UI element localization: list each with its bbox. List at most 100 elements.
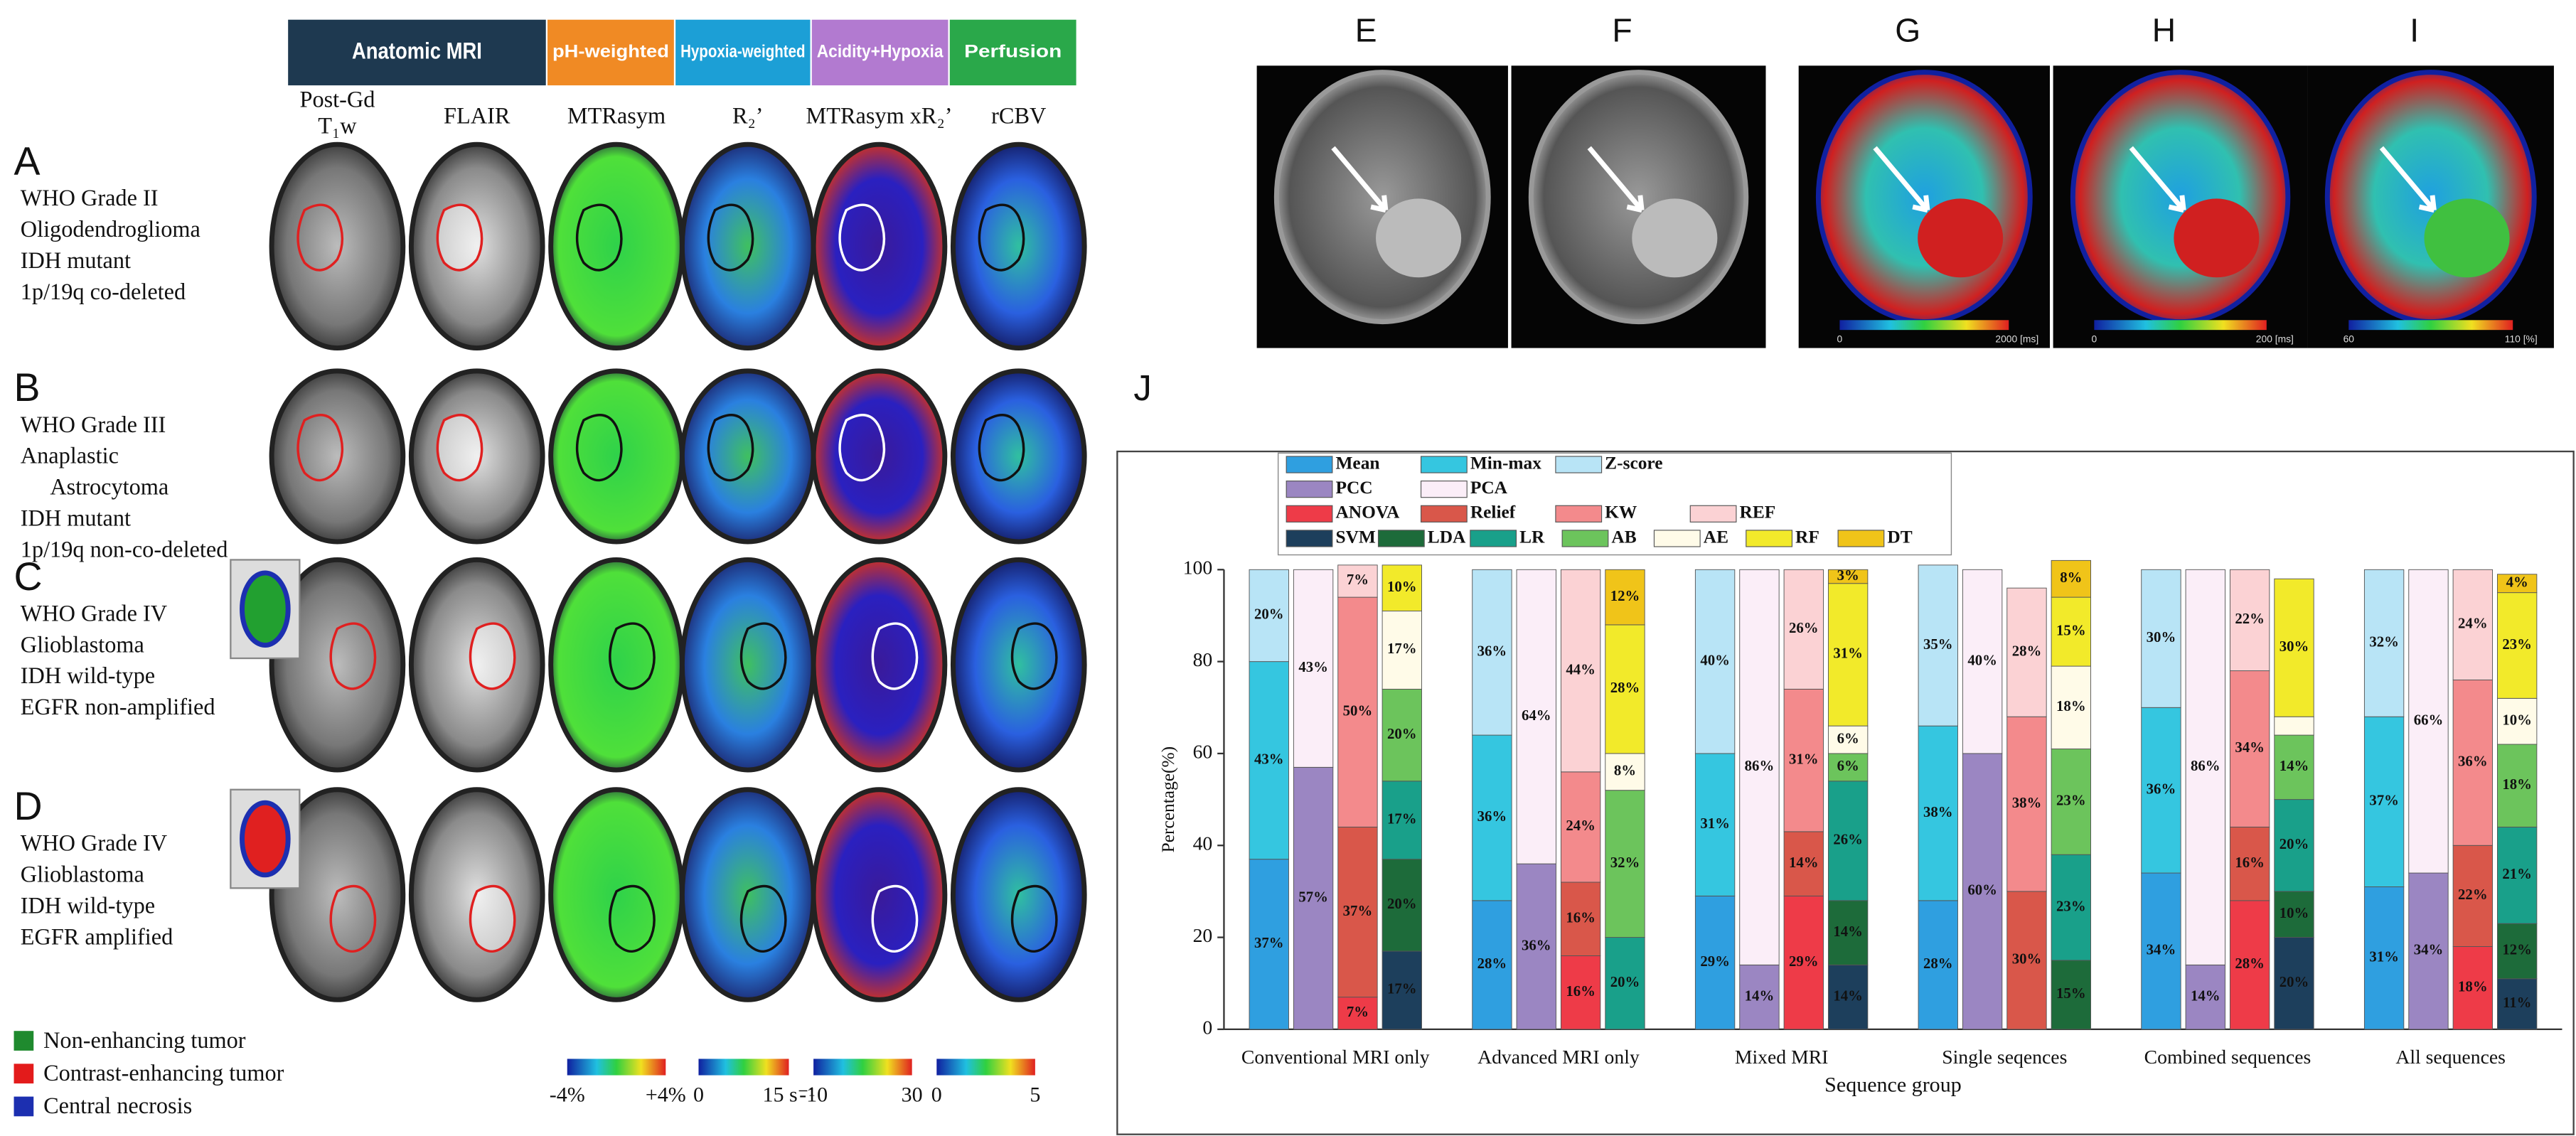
modality-label: Acidity+Hypoxia: [817, 42, 944, 62]
value-label: 36%: [1522, 937, 1551, 953]
tumor-contour: [707, 203, 754, 272]
bar-segment: [1918, 564, 1958, 727]
legend-swatch: [1286, 505, 1333, 523]
column-label: MTRasym: [567, 103, 666, 129]
value-label: 64%: [1522, 707, 1551, 724]
colorbar: [936, 1059, 1035, 1076]
tumor-contour: [838, 414, 886, 482]
value-label: 20%: [2280, 974, 2309, 990]
value-label: 14%: [1745, 987, 1775, 1004]
value-label: 7%: [1347, 1004, 1369, 1020]
value-label: 22%: [2235, 611, 2265, 627]
bar-segment: [1827, 753, 1869, 782]
legend-label: ANOVA: [1335, 503, 1399, 523]
legend-label: Z-score: [1605, 453, 1662, 473]
row-description: IDH mutant: [21, 247, 131, 273]
brain-slice: [269, 141, 406, 351]
row-description: WHO Grade III: [21, 412, 166, 437]
bar-segment: [2006, 716, 2047, 892]
y-axis-label: Percentage(%): [1158, 746, 1178, 852]
value-label: 4%: [2506, 574, 2528, 590]
brain-slice: [811, 787, 948, 1002]
arrow: [2379, 146, 2437, 213]
row-description: Oligodendroglioma: [21, 216, 201, 242]
lesion: [1918, 198, 2004, 278]
bar-segment: [2006, 587, 2047, 717]
value-label: 20%: [1254, 606, 1284, 623]
colorbar-label: 0: [693, 1083, 704, 1106]
legend-swatch: [1837, 530, 1885, 547]
brain-slice: [269, 787, 406, 1002]
legend-swatch: [1470, 530, 1517, 547]
value-label: 23%: [2502, 636, 2532, 653]
value-label: 20%: [1387, 726, 1417, 742]
value-label: 86%: [1745, 758, 1775, 774]
legend-label: PCC: [1335, 478, 1372, 498]
y-tick-label: 40: [1193, 832, 1213, 854]
legend-label: AE: [1704, 527, 1728, 547]
lesion: [2174, 198, 2260, 278]
modality-header: [675, 19, 811, 86]
row-description: 1p/19q non-co-deleted: [21, 536, 228, 562]
bar-segment: [1249, 661, 1289, 860]
value-label: 31%: [1700, 815, 1730, 832]
bar-segment: [2229, 826, 2270, 901]
bar-segment: [2185, 964, 2225, 1030]
colorbar-label: 200 [ms]: [2256, 333, 2294, 345]
bar-segment: [1827, 569, 1869, 584]
bar-segment: [1962, 753, 2003, 1030]
legend-label: Relief: [1470, 503, 1516, 523]
bar-segment: [2051, 749, 2091, 855]
brain-slice: [950, 557, 1087, 773]
legend-label: Non-enhancing tumor: [43, 1027, 246, 1053]
row-description: IDH wild-type: [21, 892, 155, 918]
bar-segment: [1516, 569, 1556, 864]
tumor-contour: [609, 622, 656, 690]
bar-segment: [1381, 950, 1422, 1030]
value-label: 10%: [2502, 712, 2532, 728]
x-tick-label: Advanced MRI only: [1477, 1046, 1640, 1068]
tumor-contour: [707, 414, 754, 482]
row-description: WHO Grade II: [21, 185, 159, 210]
tumor-contour: [329, 884, 377, 953]
column-label: FLAIR: [444, 103, 511, 129]
bar-segment: [1783, 569, 1824, 690]
bar-segment: [1605, 790, 1645, 938]
legend-swatch: [1555, 505, 1603, 523]
bar-segment: [1783, 831, 1824, 896]
y-tick-label: 60: [1193, 740, 1213, 762]
value-label: 17%: [1387, 641, 1417, 657]
legend-label: RF: [1795, 527, 1819, 547]
colorbar-label: 0: [1837, 333, 1843, 345]
bar-segment: [1962, 569, 2003, 754]
bar-segment: [2496, 978, 2538, 1030]
value-label: 14%: [1833, 987, 1863, 1004]
value-label: 15%: [2056, 622, 2086, 638]
legend-swatch: [1746, 530, 1793, 547]
brain-slice: [950, 368, 1087, 545]
bar-segment: [1827, 583, 1869, 727]
legend-label: Min-max: [1470, 453, 1541, 473]
brain-slice: [269, 368, 406, 545]
value-label: 10%: [2280, 905, 2309, 921]
bar-segment: [1739, 569, 1780, 965]
bar-segment: [2141, 569, 2181, 708]
colorbar-label: 0: [931, 1083, 942, 1106]
column-label: MTRasym xR₂’: [806, 103, 952, 129]
column-label: Post-Gd: [299, 87, 375, 112]
colorbar-label: 30: [902, 1083, 923, 1106]
bar-segment: [1560, 569, 1601, 773]
bar-segment: [1293, 569, 1334, 768]
tumor-contour: [296, 203, 344, 272]
bar-segment: [1381, 781, 1422, 860]
colorbar-label: 110 [%]: [2505, 333, 2538, 345]
value-label: 14%: [1789, 854, 1819, 871]
bar-segment: [2496, 923, 2538, 980]
bar-segment: [2051, 665, 2091, 749]
legend-label: LDA: [1428, 527, 1466, 547]
bar-segment: [2363, 569, 2405, 717]
x-tick-label: Combined sequences: [2144, 1046, 2312, 1068]
bar-segment: [1605, 624, 1645, 754]
column-label: rCBV: [991, 103, 1046, 129]
value-label: 18%: [2056, 698, 2086, 714]
